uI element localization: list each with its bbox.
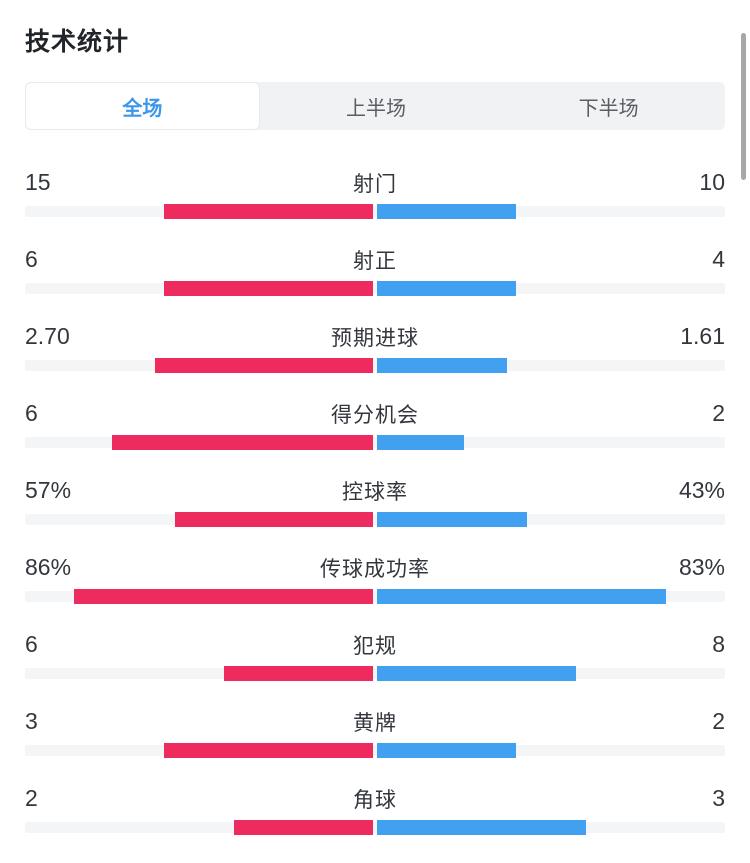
home-bar: [233, 820, 373, 835]
home-bar: [164, 281, 373, 296]
stat-values: 6 犯规 8: [25, 631, 725, 658]
bar-track: [25, 822, 725, 833]
stat-bar: [25, 281, 725, 296]
bar-track: [25, 437, 725, 448]
stat-label: 射正: [353, 249, 397, 273]
stat-bar: [25, 435, 725, 450]
away-value: 83%: [678, 554, 725, 580]
bar-track: [25, 745, 725, 756]
home-value: 3: [25, 708, 38, 734]
home-bar: [174, 512, 373, 527]
stat-label: 预期进球: [331, 326, 419, 350]
stat-row: 3 黄牌 2: [0, 702, 750, 779]
tab-full-match[interactable]: 全场: [25, 82, 260, 130]
stat-bar: [25, 589, 725, 604]
stat-values: 57% 控球率 43%: [25, 477, 725, 504]
home-value: 2: [25, 785, 38, 811]
stat-values: 2.70 预期进球 1.61: [25, 323, 725, 350]
stat-label: 犯规: [353, 634, 397, 658]
stat-values: 6 射正 4: [25, 246, 725, 273]
stat-row: 6 犯规 8: [0, 625, 750, 702]
away-bar: [377, 666, 576, 681]
stat-row: 57% 控球率 43%: [0, 471, 750, 548]
home-bar: [73, 589, 373, 604]
away-bar: [377, 358, 507, 373]
stat-bar: [25, 512, 725, 527]
away-bar: [377, 512, 527, 527]
stat-row: 2 角球 3: [0, 779, 750, 856]
stat-bar: [25, 666, 725, 681]
stat-label: 黄牌: [353, 711, 397, 735]
away-bar: [377, 589, 666, 604]
bar-track: [25, 668, 725, 679]
stat-row: 86% 传球成功率 83%: [0, 548, 750, 625]
stat-label: 射门: [353, 172, 397, 196]
stat-label: 得分机会: [331, 403, 419, 427]
away-value: 43%: [678, 477, 725, 503]
away-bar: [377, 204, 517, 219]
home-bar: [164, 743, 373, 758]
home-value: 6: [25, 246, 38, 272]
away-bar: [377, 743, 517, 758]
page-title: 技术统计: [25, 28, 130, 56]
away-value: 2: [712, 708, 725, 734]
home-bar: [164, 204, 373, 219]
stat-bar: [25, 358, 725, 373]
away-bar: [377, 435, 464, 450]
stat-label: 角球: [353, 788, 397, 812]
home-value: 86%: [25, 554, 72, 580]
stat-label: 传球成功率: [320, 557, 430, 581]
home-value: 2.70: [25, 323, 70, 349]
away-value: 2: [712, 400, 725, 426]
stat-label: 控球率: [342, 480, 408, 504]
stat-bar: [25, 743, 725, 758]
home-value: 57%: [25, 477, 72, 503]
stat-row: 2.70 预期进球 1.61: [0, 317, 750, 394]
period-tabbar: 全场 上半场 下半场: [25, 82, 725, 130]
away-value: 10: [699, 169, 725, 195]
away-value: 4: [712, 246, 725, 272]
home-value: 6: [25, 400, 38, 426]
away-value: 1.61: [680, 323, 725, 349]
stat-values: 3 黄牌 2: [25, 708, 725, 735]
home-bar: [155, 358, 373, 373]
tab-first-half[interactable]: 上半场: [346, 97, 406, 120]
stat-values: 6 得分机会 2: [25, 400, 725, 427]
bar-track: [25, 591, 725, 602]
away-value: 3: [712, 785, 725, 811]
tab-second-half[interactable]: 下半场: [578, 97, 639, 120]
stat-values: 86% 传球成功率 83%: [25, 554, 725, 581]
stat-bar: [25, 820, 725, 835]
bar-track: [25, 514, 725, 525]
away-bar: [377, 281, 517, 296]
home-value: 15: [25, 169, 51, 195]
bar-track: [25, 360, 725, 371]
away-bar: [377, 820, 586, 835]
stat-values: 15 射门 10: [25, 169, 725, 196]
stat-row: 6 射正 4: [0, 240, 750, 317]
bar-track: [25, 283, 725, 294]
bar-track: [25, 206, 725, 217]
away-value: 8: [712, 631, 725, 657]
scrollbar-thumb[interactable]: [741, 33, 746, 180]
home-value: 6: [25, 631, 38, 657]
stat-row: 15 射门 10: [0, 163, 750, 240]
stats-list: 15 射门 10 6 射正 4 2.70 预期进球 1.61: [0, 163, 750, 856]
home-bar: [223, 666, 373, 681]
stat-values: 2 角球 3: [25, 785, 725, 812]
stat-bar: [25, 204, 725, 219]
stat-row: 6 得分机会 2: [0, 394, 750, 471]
home-bar: [112, 435, 373, 450]
